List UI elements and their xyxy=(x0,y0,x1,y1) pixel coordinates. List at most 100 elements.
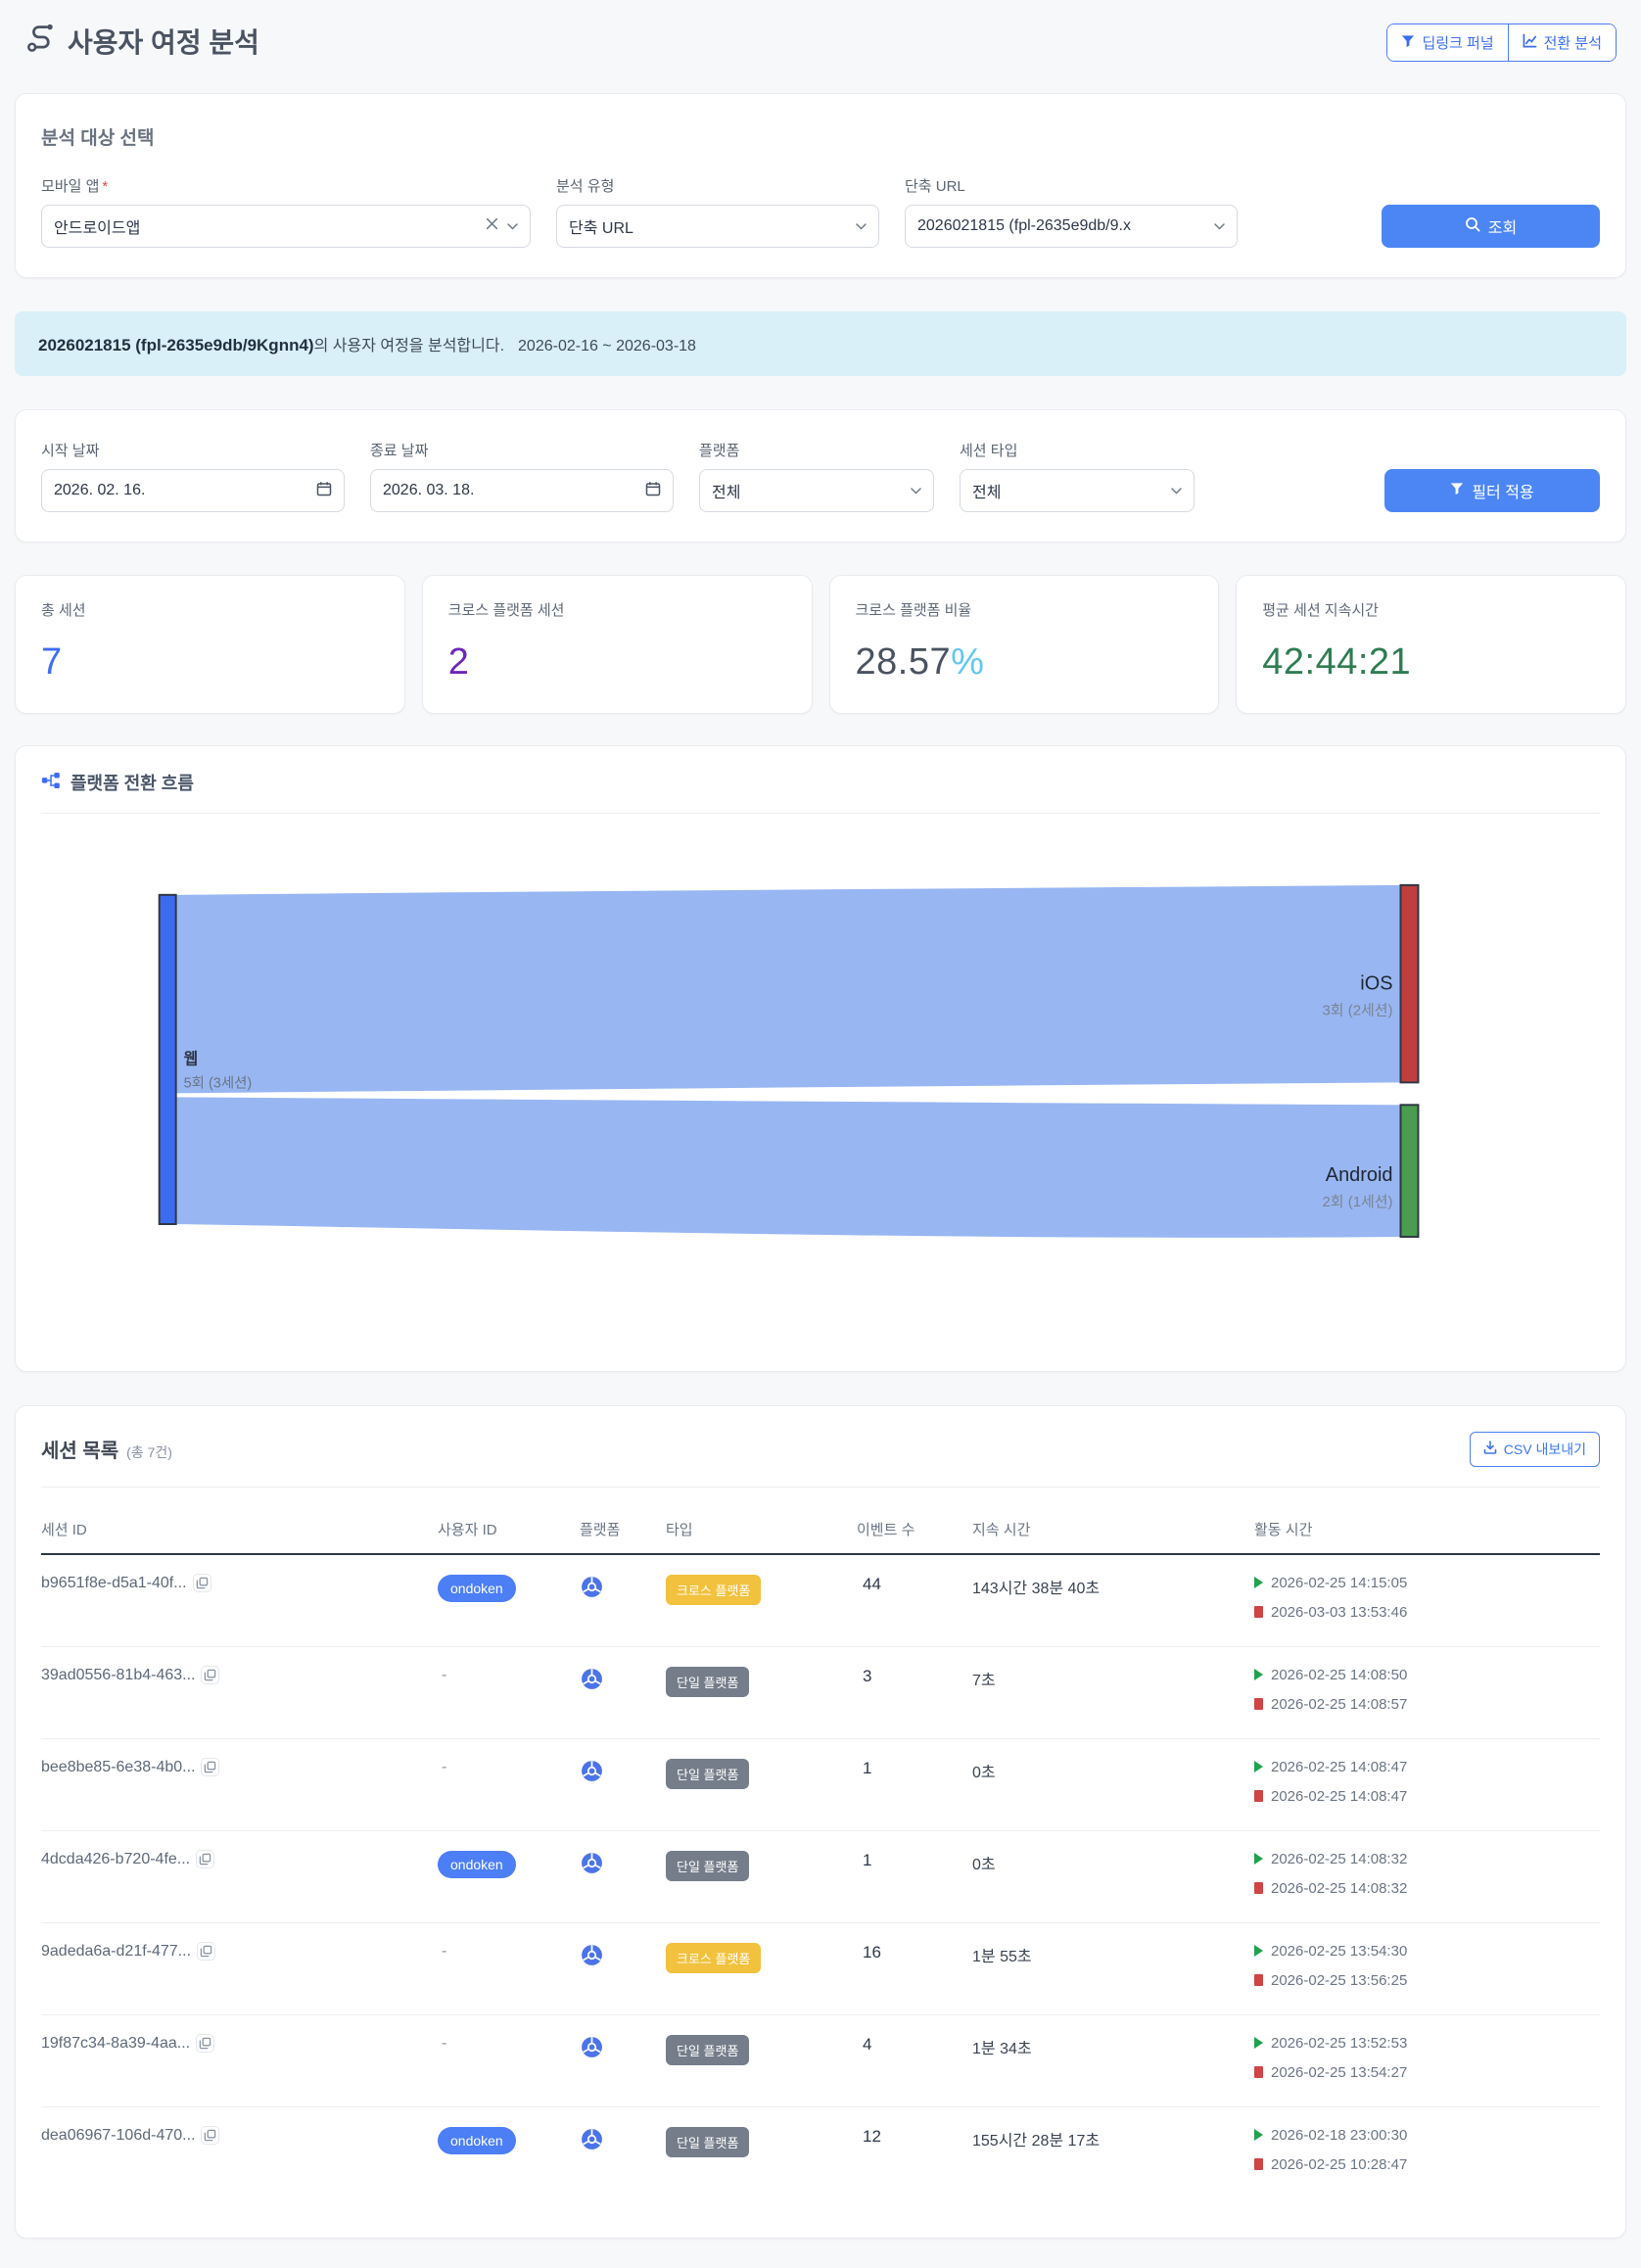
platform-field: 플랫폼 전체 xyxy=(699,440,934,512)
search-button[interactable]: 조회 xyxy=(1382,205,1600,248)
analysis-target-card: 분석 대상 선택 모바일 앱 * 안드로이드앱 분석 유형 단축 URL xyxy=(15,93,1626,278)
stat-value: 7 xyxy=(41,641,63,683)
web-platform-icon xyxy=(580,1760,604,1787)
user-id-badge: ondoken xyxy=(438,2126,516,2154)
stat-value: 42:44:21 xyxy=(1262,641,1412,683)
session-end-icon xyxy=(1254,2158,1263,2171)
percent-suffix: % xyxy=(951,641,985,683)
calendar-icon[interactable] xyxy=(645,481,661,501)
platform-cell xyxy=(580,1575,666,1604)
session-type-badge: 단일 플랫폼 xyxy=(666,1850,750,1881)
session-type-badge: 크로스 플랫폼 xyxy=(666,1574,762,1605)
search-icon xyxy=(1465,216,1480,237)
banner-date-range: 2026-02-16 ~ 2026-03-18 xyxy=(518,338,696,354)
session-id: 19f87c34-8a39-4aa... xyxy=(41,2034,191,2052)
table-row: 19f87c34-8a39-4aa... - 단일 플랫폼 4 1분 34초 2… xyxy=(41,2015,1600,2107)
event-count: 12 xyxy=(863,2126,881,2146)
analysis-type-select[interactable]: 단축 URL xyxy=(556,205,879,248)
copy-icon[interactable] xyxy=(198,1942,215,1960)
csv-export-button[interactable]: CSV 내보내기 xyxy=(1469,1431,1600,1467)
page-title: 사용자 여정 분석 xyxy=(26,22,259,61)
session-count: (총 7건) xyxy=(126,1444,172,1461)
filter-card: 시작 날짜 2026. 02. 16. 종료 날짜 2026. 03. 18. … xyxy=(15,409,1626,543)
start-date-input[interactable]: 2026. 02. 16. xyxy=(41,469,345,512)
session-type-badge: 단일 플랫폼 xyxy=(666,1758,750,1789)
node-web-sublabel: 5회 (3세션) xyxy=(184,1074,253,1091)
node-ios-label: iOS xyxy=(1360,973,1392,995)
deeplink-funnel-button[interactable]: 딥링크 퍼널 xyxy=(1387,24,1508,61)
node-ios[interactable] xyxy=(1399,883,1420,1084)
apply-filter-button[interactable]: 필터 적용 xyxy=(1384,469,1600,512)
node-android-sublabel: 2회 (1세션) xyxy=(1322,1194,1392,1210)
node-android[interactable] xyxy=(1399,1104,1420,1238)
conversion-analysis-button[interactable]: 전환 분석 xyxy=(1507,24,1616,61)
chevron-down-icon xyxy=(856,217,867,235)
end-date-input[interactable]: 2026. 03. 18. xyxy=(370,469,674,512)
node-web[interactable] xyxy=(158,893,177,1225)
session-table: 세션 ID 사용자 ID 플랫폼 타입 이벤트 수 지속 시간 활동 시간 b9… xyxy=(41,1509,1600,2198)
duration: 1분 34초 xyxy=(972,2040,1032,2057)
flow-web-to-ios[interactable] xyxy=(175,884,1401,1094)
stat-avg-session-duration: 평균 세션 지속시간 42:44:21 xyxy=(1236,575,1626,714)
chevron-down-icon xyxy=(507,217,518,235)
copy-icon[interactable] xyxy=(202,2126,219,2144)
event-count: 3 xyxy=(863,1666,872,1685)
header-actions: 딥링크 퍼널 전환 분석 xyxy=(1386,24,1617,62)
web-platform-icon xyxy=(580,2128,604,2155)
short-url-select[interactable]: 2026021815 (fpl-2635e9db/9.x xyxy=(905,205,1238,248)
flow-web-to-android[interactable] xyxy=(175,1097,1401,1238)
activity-time: 2026-02-18 23:00:30 2026-02-25 10:28:47 xyxy=(1254,2127,1600,2173)
platform-cell xyxy=(580,1759,666,1788)
session-type-field: 세션 타입 전체 xyxy=(960,440,1195,512)
table-row: bee8be85-6e38-4b0... - 단일 플랫폼 1 0초 2026-… xyxy=(41,1739,1600,1831)
required-mark: * xyxy=(102,178,109,195)
session-end-icon xyxy=(1254,1974,1263,1987)
session-start-icon xyxy=(1254,1577,1263,1589)
user-id-empty: - xyxy=(442,1666,447,1683)
download-icon xyxy=(1483,1441,1497,1457)
mobile-app-field: 모바일 앱 * 안드로이드앱 xyxy=(41,175,531,248)
platform-select[interactable]: 전체 xyxy=(699,469,934,512)
duration: 1분 55초 xyxy=(972,1948,1032,1965)
session-start-icon xyxy=(1254,2129,1263,2142)
session-start-icon xyxy=(1254,1853,1263,1866)
session-start-icon xyxy=(1254,2037,1263,2050)
chart-icon xyxy=(1523,33,1537,52)
table-row: dea06967-106d-470... ondoken 단일 플랫폼 12 1… xyxy=(41,2107,1600,2198)
duration: 7초 xyxy=(972,1672,996,1689)
node-web-label: 웹 xyxy=(184,1050,199,1067)
session-start-icon xyxy=(1254,1669,1263,1681)
mobile-app-select[interactable]: 안드로이드앱 xyxy=(41,205,531,248)
analysis-info-banner: 2026021815 (fpl-2635e9db/9Kgnn4)의 사용자 여정… xyxy=(15,311,1626,376)
session-type-select[interactable]: 전체 xyxy=(960,469,1195,512)
copy-icon[interactable] xyxy=(202,1666,219,1683)
node-android-label: Android xyxy=(1326,1164,1393,1186)
session-end-icon xyxy=(1254,1606,1263,1619)
chevron-down-icon xyxy=(1171,482,1182,499)
copy-icon[interactable] xyxy=(193,1574,211,1591)
network-icon xyxy=(41,771,61,795)
session-id: bee8be85-6e38-4b0... xyxy=(41,1758,196,1775)
copy-icon[interactable] xyxy=(197,2034,214,2052)
session-start-icon xyxy=(1254,1945,1263,1958)
banner-target: 2026021815 (fpl-2635e9db/9Kgnn4) xyxy=(38,336,314,354)
user-id-empty: - xyxy=(442,1942,447,1960)
session-type-badge: 크로스 플랫폼 xyxy=(666,1942,762,1973)
start-date-field: 시작 날짜 2026. 02. 16. xyxy=(41,440,345,512)
session-end-icon xyxy=(1254,1698,1263,1711)
clear-icon[interactable] xyxy=(486,217,498,235)
calendar-icon[interactable] xyxy=(316,481,332,501)
session-list-card: 세션 목록 (총 7건) CSV 내보내기 세션 ID 사용자 ID 플랫폼 타… xyxy=(15,1404,1626,2239)
short-url-field: 단축 URL 2026021815 (fpl-2635e9db/9.x xyxy=(905,175,1238,248)
event-count: 44 xyxy=(863,1574,881,1593)
copy-icon[interactable] xyxy=(197,1850,214,1867)
funnel-icon xyxy=(1401,34,1415,52)
activity-time: 2026-02-25 13:52:53 2026-02-25 13:54:27 xyxy=(1254,2035,1600,2081)
chevron-down-icon xyxy=(911,482,921,499)
session-end-icon xyxy=(1254,1790,1263,1803)
copy-icon[interactable] xyxy=(202,1758,219,1775)
stat-cross-platform-sessions: 크로스 플랫폼 세션 2 xyxy=(421,575,813,714)
analysis-target-heading: 분석 대상 선택 xyxy=(41,128,155,149)
event-count: 16 xyxy=(863,1942,881,1961)
duration: 0초 xyxy=(972,1764,996,1781)
